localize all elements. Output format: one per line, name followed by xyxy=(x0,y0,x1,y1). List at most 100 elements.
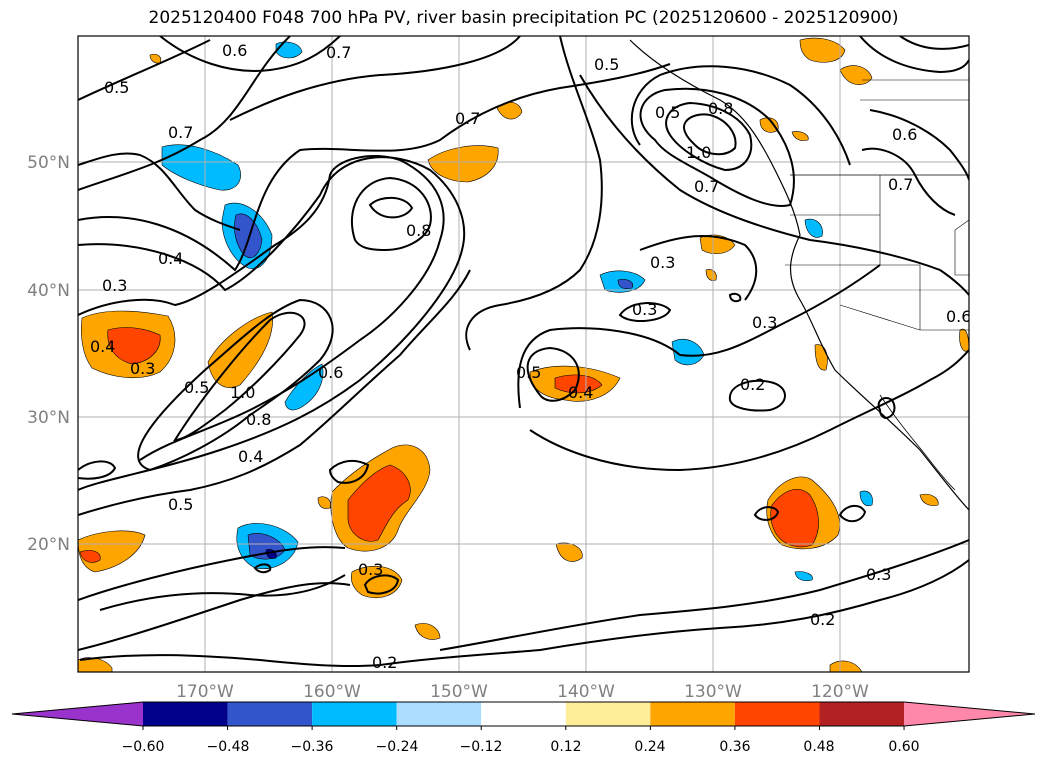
precip-fill-area xyxy=(919,493,939,506)
colorbar-segment xyxy=(143,702,228,726)
precip-fill-areas xyxy=(78,37,969,672)
contour-label: 0.5 xyxy=(104,78,129,97)
colorbar-segment xyxy=(312,702,397,726)
precip-fill-area xyxy=(275,41,303,59)
lat-label: 30°N xyxy=(27,408,70,428)
precip-fill-area xyxy=(804,218,823,238)
longitude-labels: 170°W 160°W 150°W 140°W 130°W 120°W xyxy=(176,682,869,702)
contour-label: 0.7 xyxy=(326,43,351,62)
contour-label: 1.0 xyxy=(686,143,711,162)
colorbar-tick: −0.48 xyxy=(207,739,250,755)
precip-fill-area xyxy=(770,488,819,548)
colorbar-segment xyxy=(819,702,905,726)
precip-fill-area xyxy=(317,496,331,509)
contour-label: 0.6 xyxy=(892,125,917,144)
colorbar-segment xyxy=(734,702,820,726)
contour-label: 0.5 xyxy=(516,363,541,382)
lat-label: 50°N xyxy=(27,153,70,173)
contour-label: 0.4 xyxy=(90,337,115,356)
lon-label: 150°W xyxy=(430,682,488,702)
contour-label: 0.2 xyxy=(810,610,835,629)
contour-label: 0.3 xyxy=(866,565,891,584)
precip-fill-area xyxy=(829,660,863,672)
contour-label: 0.8 xyxy=(406,221,431,240)
contour-label: 0.8 xyxy=(246,410,271,429)
lon-label: 130°W xyxy=(684,682,742,702)
coastline xyxy=(629,39,969,511)
contour-label: 0.2 xyxy=(372,653,397,672)
lon-label: 140°W xyxy=(557,682,615,702)
precip-fill-area xyxy=(79,550,101,563)
contour-label: 0.2 xyxy=(740,375,765,394)
precip-fill-area xyxy=(791,131,809,141)
contour-label: 0.3 xyxy=(752,313,777,332)
lat-label: 40°N xyxy=(27,281,70,301)
colorbar-tick: −0.12 xyxy=(460,739,503,755)
contour-label: 0.3 xyxy=(650,253,675,272)
precip-fill-area xyxy=(555,542,583,562)
colorbar-segment xyxy=(650,702,735,726)
colorbar-tick: −0.24 xyxy=(376,739,419,755)
contour-label: 0.5 xyxy=(594,55,619,74)
lon-label: 120°W xyxy=(811,682,869,702)
lon-label: 170°W xyxy=(176,682,234,702)
colorbar-tick: 0.24 xyxy=(634,739,665,755)
precip-fill-area xyxy=(705,269,717,281)
precip-fill-area xyxy=(427,145,499,183)
contour-label: 1.0 xyxy=(230,383,255,402)
precip-fill-area xyxy=(794,571,813,582)
precip-fill-area xyxy=(78,657,113,672)
contour-label: 0.6 xyxy=(222,41,247,60)
contour-label: 0.7 xyxy=(455,109,480,128)
colorbar-tick: −0.60 xyxy=(122,739,165,755)
map-frame xyxy=(77,35,970,673)
contour-labels: 0.5 0.6 0.7 0.7 0.7 0.5 0.5 0.8 1.0 0.7 … xyxy=(90,41,971,672)
contour-label: 0.7 xyxy=(168,123,193,142)
contour-label: 0.3 xyxy=(358,560,383,579)
precip-fill-area xyxy=(107,327,161,365)
map-panel: 0.5 0.6 0.7 0.7 0.7 0.5 0.5 0.8 1.0 0.7 … xyxy=(78,36,971,672)
colorbar xyxy=(11,701,1036,730)
contour-label: 0.5 xyxy=(655,103,680,122)
precip-fill-area xyxy=(617,279,633,290)
contour-label: 0.5 xyxy=(184,378,209,397)
contour-label: 0.6 xyxy=(946,307,971,326)
contour-label: 0.5 xyxy=(168,495,193,514)
colorbar-tick: 0.48 xyxy=(803,739,834,755)
precip-fill-area xyxy=(284,363,324,411)
colorbar-tick: 0.60 xyxy=(888,739,919,755)
contour-label: 0.4 xyxy=(238,447,263,466)
contour-label: 0.7 xyxy=(694,177,719,196)
colorbar-segment xyxy=(396,702,482,726)
contour-label: 0.3 xyxy=(130,359,155,378)
colorbar-tick: −0.36 xyxy=(291,739,334,755)
colorbar-segment xyxy=(565,702,651,726)
contour-label: 0.7 xyxy=(888,175,913,194)
colorbar-segment xyxy=(904,702,1035,726)
precip-fill-area xyxy=(161,144,241,191)
precip-fill-area xyxy=(859,490,873,507)
contour-label: 0.4 xyxy=(568,383,593,402)
precip-fill-area xyxy=(347,464,411,542)
contour-label: 0.3 xyxy=(632,300,657,319)
lat-label: 20°N xyxy=(27,535,70,555)
contour-label: 0.3 xyxy=(102,276,127,295)
colorbar-segment xyxy=(227,702,313,726)
colorbar-tick: 0.12 xyxy=(550,739,581,755)
pv-contours xyxy=(78,36,969,668)
latitude-labels: 50°N 40°N 30°N 20°N xyxy=(27,153,70,555)
precip-fill-area xyxy=(234,213,263,259)
contour-label: 0.8 xyxy=(708,99,733,118)
colorbar-segment xyxy=(12,702,143,726)
precip-fill-area xyxy=(207,311,273,388)
contour-label: 0.6 xyxy=(318,363,343,382)
precip-fill-area xyxy=(414,623,441,640)
colorbar-tick: 0.36 xyxy=(719,739,750,755)
colorbar-segment xyxy=(481,702,566,726)
lon-label: 160°W xyxy=(303,682,361,702)
colorbar-ticks: −0.60 −0.48 −0.36 −0.24 −0.12 0.12 0.24 … xyxy=(122,739,920,755)
precip-fill-area xyxy=(799,37,846,63)
contour-label: 0.4 xyxy=(158,249,183,268)
map-title: 2025120400 F048 700 hPa PV, river basin … xyxy=(148,8,899,28)
